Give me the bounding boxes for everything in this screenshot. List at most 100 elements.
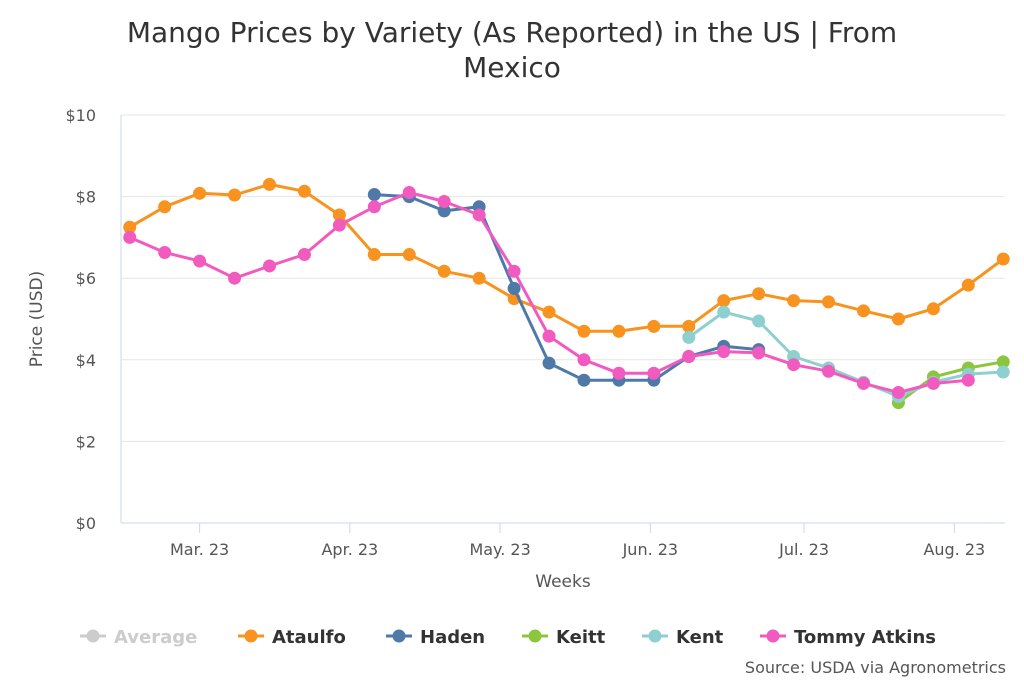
data-point[interactable]	[996, 355, 1010, 369]
data-point[interactable]	[402, 186, 416, 200]
data-point[interactable]	[752, 314, 766, 328]
data-point[interactable]	[367, 200, 381, 214]
x-axis-title: Weeks	[535, 572, 591, 592]
data-point[interactable]	[996, 365, 1010, 379]
legend-item-haden[interactable]: Haden	[386, 627, 485, 648]
data-point[interactable]	[542, 305, 556, 319]
data-point[interactable]	[472, 271, 486, 285]
data-point[interactable]	[961, 373, 975, 387]
data-point[interactable]	[437, 264, 451, 278]
data-point[interactable]	[367, 248, 381, 262]
x-tick-label: Aug. 23	[923, 540, 985, 559]
legend-label: Ataulfo	[272, 627, 346, 648]
data-point[interactable]	[472, 208, 486, 222]
data-point[interactable]	[577, 324, 591, 338]
legend-item-ataulfo[interactable]: Ataulfo	[238, 627, 346, 648]
legend-item-average[interactable]: Average	[80, 627, 197, 648]
data-point[interactable]	[891, 312, 905, 326]
data-point[interactable]	[682, 350, 696, 364]
data-point[interactable]	[961, 278, 975, 292]
data-point[interactable]	[332, 208, 346, 222]
x-tick-label: Mar. 23	[170, 540, 229, 559]
data-point[interactable]	[577, 373, 591, 387]
data-point[interactable]	[262, 177, 276, 191]
legend-item-kent[interactable]: Kent	[642, 627, 724, 648]
data-point[interactable]	[647, 366, 661, 380]
data-point[interactable]	[158, 200, 172, 214]
data-point[interactable]	[158, 245, 172, 259]
data-point[interactable]	[822, 364, 836, 378]
y-tick-label: $0	[76, 514, 96, 533]
series-haden	[367, 188, 766, 387]
data-point[interactable]	[437, 194, 451, 208]
data-point[interactable]	[332, 218, 346, 232]
legend-label: Haden	[420, 627, 485, 648]
series-line	[687, 310, 1005, 398]
data-point[interactable]	[262, 259, 276, 273]
chart-title-line: Mexico	[463, 51, 561, 84]
series-line	[128, 182, 1005, 333]
data-point[interactable]	[856, 304, 870, 318]
data-point[interactable]	[228, 271, 242, 285]
data-point[interactable]	[437, 204, 451, 218]
data-point[interactable]	[682, 330, 696, 344]
legend-label: Tommy Atkins	[794, 627, 936, 648]
legend-item-tommy-atkins[interactable]: Tommy Atkins	[760, 627, 936, 648]
legend-swatch-marker	[392, 629, 406, 643]
y-tick-label: $8	[76, 188, 96, 207]
data-point[interactable]	[228, 188, 242, 202]
x-axis-ticks: Mar. 23 Apr. 23 May. 23 Jun. 23 Jul. 23 Aug. …	[170, 523, 985, 559]
data-point[interactable]	[193, 254, 207, 268]
data-point[interactable]	[542, 329, 556, 343]
legend-label: Average	[114, 627, 197, 648]
data-point[interactable]	[822, 295, 836, 309]
x-tick-label: Jul. 23	[778, 540, 829, 559]
x-tick-label: Apr. 23	[321, 540, 378, 559]
data-point[interactable]	[891, 385, 905, 399]
series-line	[372, 193, 761, 382]
y-axis-title: Price (USD)	[27, 271, 47, 367]
y-axis-ticks: $0 $2 $4 $6 $8 $10	[65, 106, 96, 533]
data-point[interactable]	[507, 281, 521, 295]
data-point[interactable]	[787, 358, 801, 372]
data-point[interactable]	[717, 305, 731, 319]
legend-swatch-marker	[648, 629, 662, 643]
data-point[interactable]	[193, 186, 207, 200]
legend-swatch-marker	[244, 629, 258, 643]
data-point[interactable]	[297, 248, 311, 262]
data-point[interactable]	[752, 346, 766, 360]
series-tommy-atkins	[123, 186, 975, 399]
legend-swatch-marker	[86, 629, 100, 643]
data-point[interactable]	[542, 356, 556, 370]
data-point[interactable]	[297, 184, 311, 198]
data-point[interactable]	[996, 252, 1010, 266]
data-point[interactable]	[367, 188, 381, 202]
data-point[interactable]	[682, 319, 696, 333]
data-point[interactable]	[856, 376, 870, 390]
data-point[interactable]	[926, 302, 940, 316]
data-point[interactable]	[123, 220, 137, 234]
data-point[interactable]	[612, 324, 626, 338]
legend-swatch-marker	[528, 629, 542, 643]
y-tick-label: $10	[65, 106, 96, 125]
data-point[interactable]	[787, 294, 801, 308]
legend-item-keitt[interactable]: Keitt	[522, 627, 606, 648]
data-point[interactable]	[717, 345, 731, 359]
legend-label: Keitt	[556, 627, 606, 648]
data-point[interactable]	[717, 294, 731, 308]
legend-swatch-marker	[766, 629, 780, 643]
series-ataulfo	[123, 177, 1010, 338]
data-point[interactable]	[402, 248, 416, 262]
legend: Average Ataulfo Haden Keitt Kent Tommy Atkins	[80, 627, 936, 648]
y-tick-label: $6	[76, 269, 96, 288]
chart-title: Mango Prices by Variety (As Reported) in…	[127, 16, 897, 84]
axes	[120, 115, 1005, 524]
data-point[interactable]	[612, 366, 626, 380]
data-point[interactable]	[647, 319, 661, 333]
data-point[interactable]	[926, 376, 940, 390]
data-point[interactable]	[123, 230, 137, 244]
data-point[interactable]	[752, 287, 766, 301]
data-point[interactable]	[507, 264, 521, 278]
data-point[interactable]	[577, 353, 591, 367]
x-tick-label: May. 23	[469, 540, 530, 559]
